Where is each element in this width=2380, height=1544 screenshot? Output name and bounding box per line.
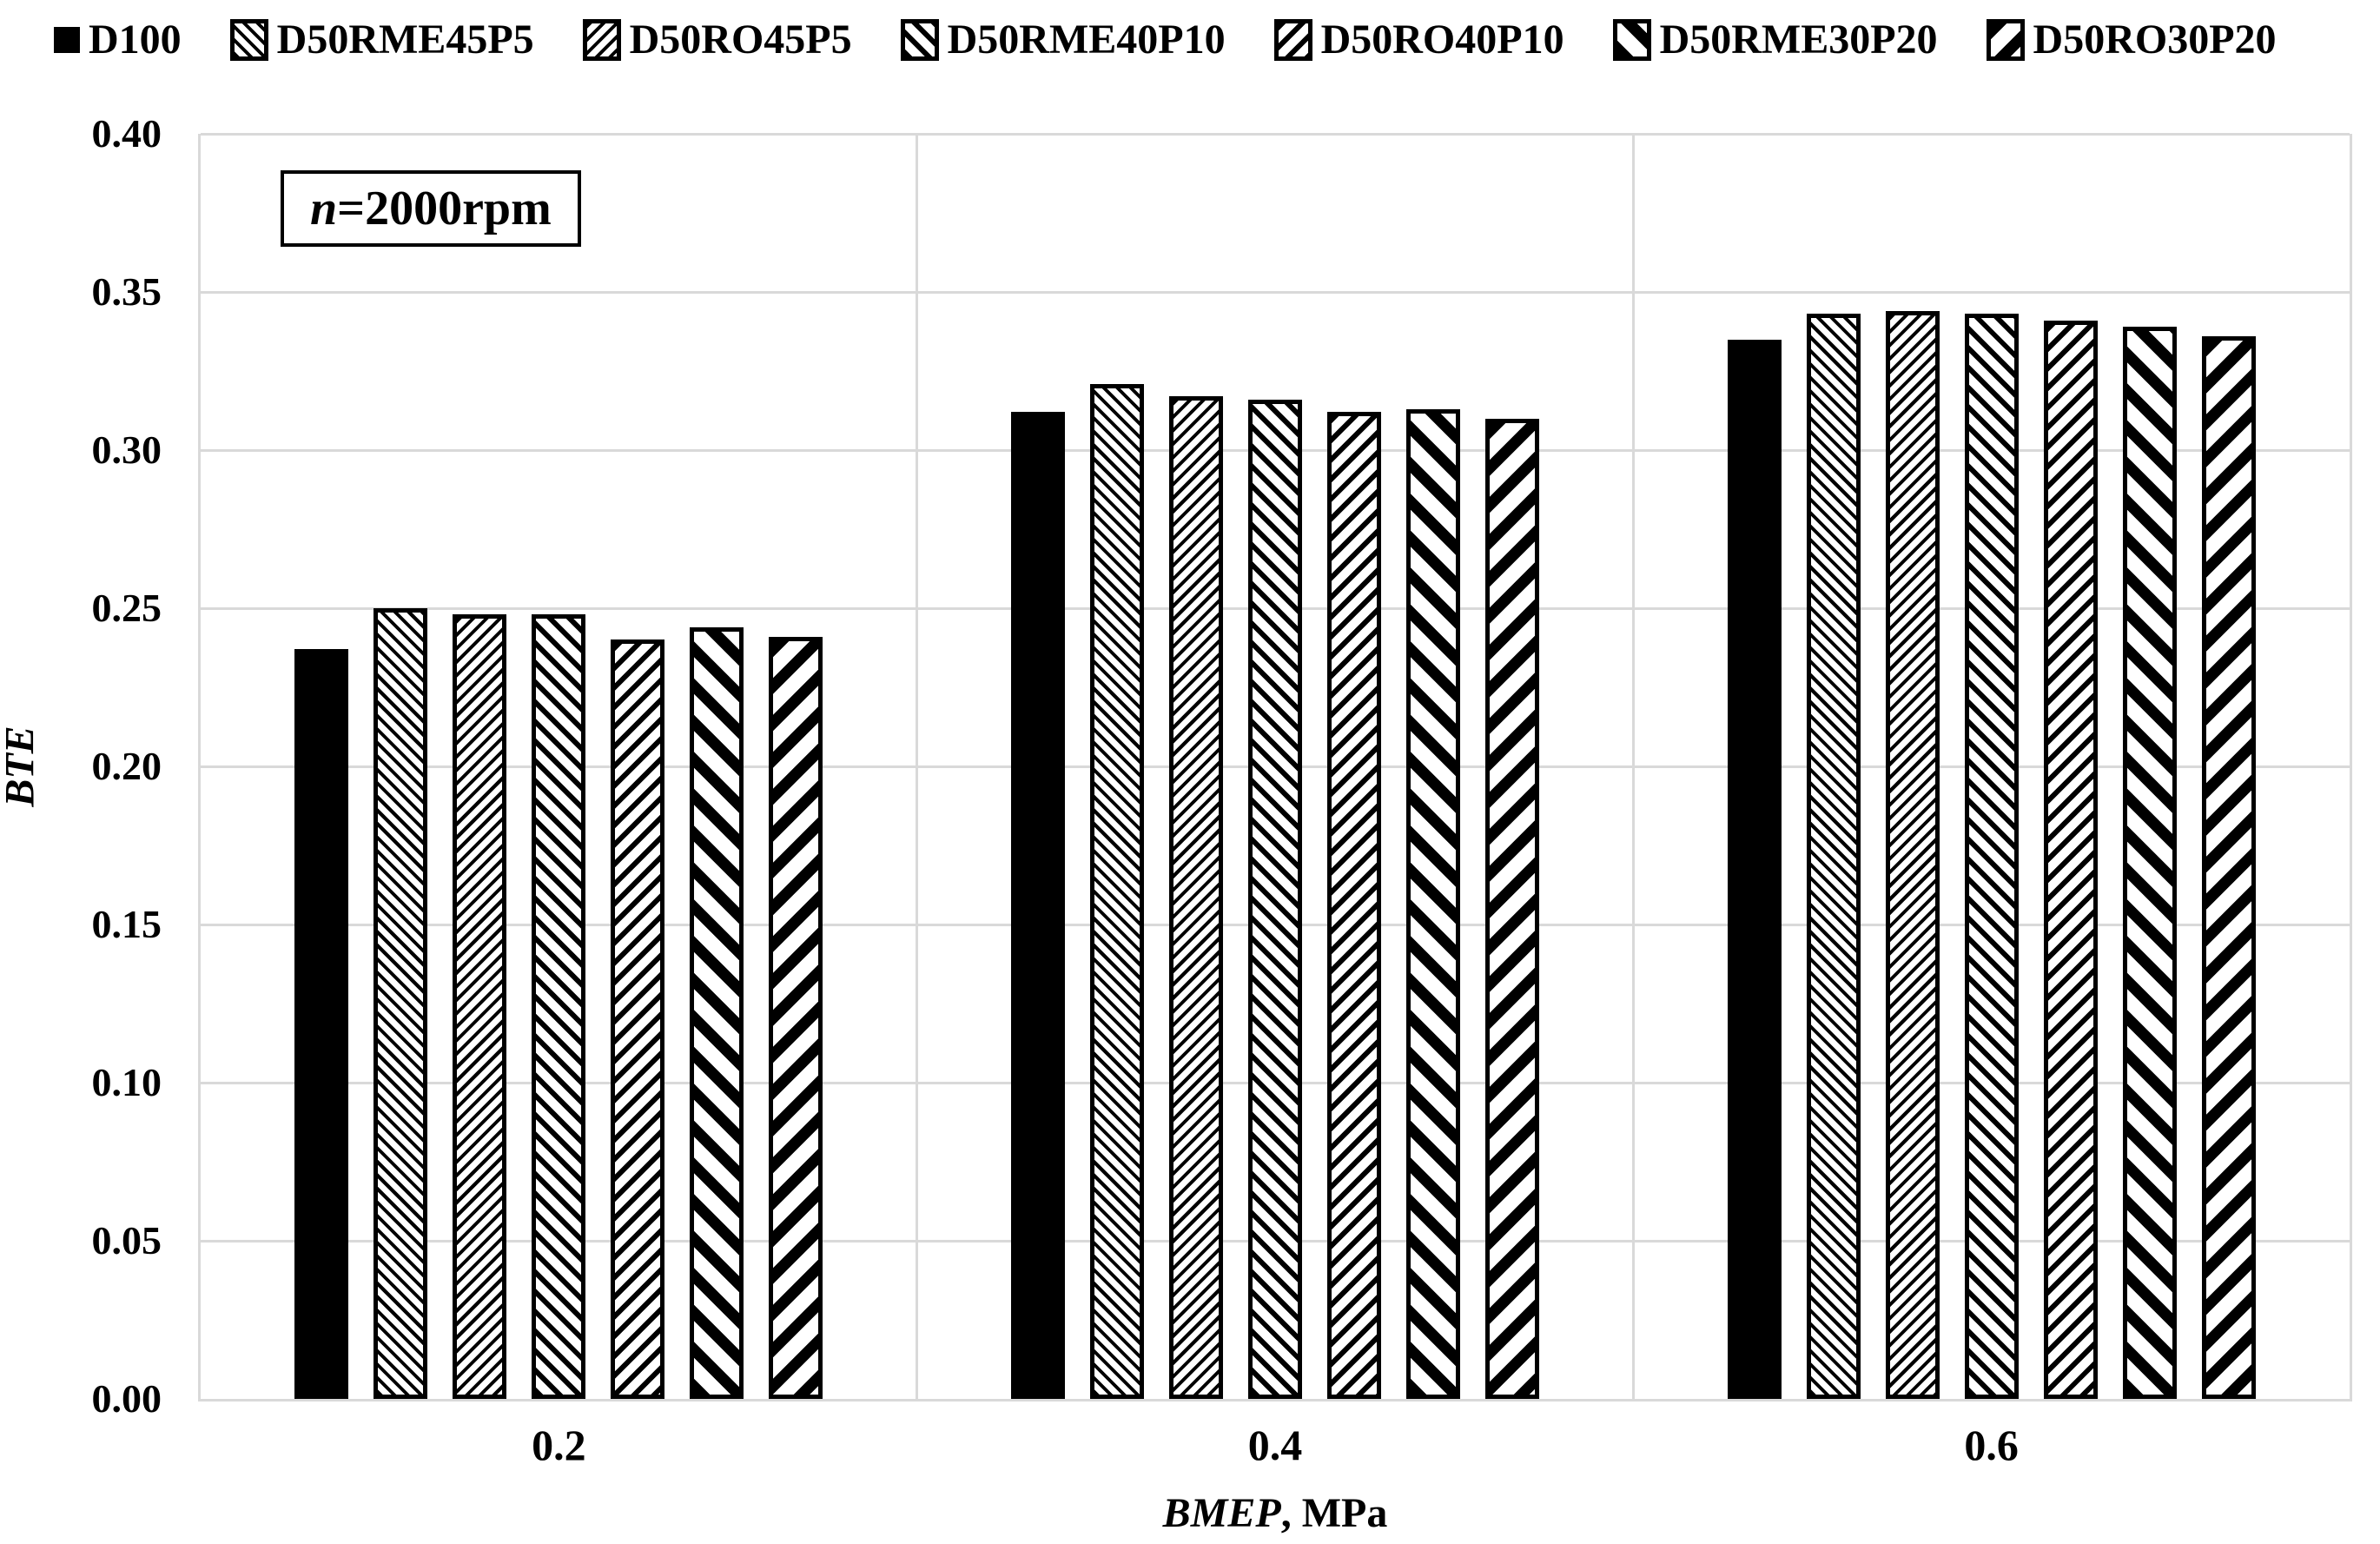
engine-speed-annotation: n=2000rpm <box>281 170 581 247</box>
bar-D100 <box>1727 339 1782 1399</box>
bar-D50RO30P20 <box>1484 418 1539 1399</box>
bar-D50RME30P20 <box>2122 327 2177 1399</box>
x-axis-title-symbol: BMEP <box>1162 1490 1281 1536</box>
bar-D50RME45P5 <box>1806 314 1861 1399</box>
legend-label: D50RO40P10 <box>1320 17 1564 63</box>
annotation-value: =2000rpm <box>337 182 552 235</box>
legend-item: D100 <box>54 16 182 63</box>
bar-D50RO45P5 <box>1885 310 1940 1399</box>
legend-label: D50RO45P5 <box>629 17 852 63</box>
legend-swatch-back-fine <box>229 18 268 61</box>
legend-swatch-back-bold <box>1612 18 1651 61</box>
legend-label: D50RME30P20 <box>1659 17 1938 63</box>
category-separator <box>1631 134 1635 1399</box>
bar-D50RO45P5 <box>453 614 507 1399</box>
legend-swatch-back-med <box>900 18 939 61</box>
bar-D50RO30P20 <box>2201 335 2256 1399</box>
x-axis-title-unit: , MPa <box>1280 1490 1388 1536</box>
x-axis-title: BMEP, MPa <box>201 1489 2350 1537</box>
legend-item: D50RME40P10 <box>900 16 1226 63</box>
y-tick-label: 0.10 <box>91 1060 162 1104</box>
legend-label: D50RO30P20 <box>2033 17 2277 63</box>
bar-D50RME40P10 <box>532 614 586 1399</box>
y-tick-label: 0.15 <box>91 902 162 946</box>
legend-item: D50RME45P5 <box>229 16 534 63</box>
y-tick-label: 0.00 <box>91 1376 162 1421</box>
category-separator <box>916 134 919 1399</box>
y-tick-label: 0.05 <box>91 1218 162 1262</box>
legend-label: D50RME40P10 <box>947 17 1226 63</box>
y-tick-label: 0.35 <box>91 269 162 314</box>
legend-label: D50RME45P5 <box>276 17 534 63</box>
y-tick-label: 0.40 <box>91 111 162 156</box>
legend-swatch-fwd-med <box>1273 18 1312 61</box>
bar-group <box>1633 134 2350 1399</box>
y-tick-label: 0.20 <box>91 744 162 788</box>
legend-swatch-fwd-fine <box>582 18 621 61</box>
plot-area: BTE n=2000rpm BMEP, MPa 0.00 0.05 0.10 0.15… <box>0 114 2352 1536</box>
bar-D50RO40P10 <box>1326 412 1381 1399</box>
bar-D50RME30P20 <box>1405 408 1460 1399</box>
annotation-symbol: n <box>310 182 338 235</box>
bar-D50RO40P10 <box>611 639 665 1399</box>
x-tick-label: 0.6 <box>1964 1421 2019 1469</box>
legend-item: D50RME30P20 <box>1612 16 1938 63</box>
legend-item: D50RO40P10 <box>1273 16 1564 63</box>
bar-D100 <box>294 649 349 1399</box>
legend-swatch-fwd-bold <box>1986 18 2025 61</box>
legend-item: D50RO30P20 <box>1986 16 2277 63</box>
bar-D50RME40P10 <box>1247 399 1302 1399</box>
bar-D100 <box>1010 412 1065 1399</box>
bar-D50RME40P10 <box>1964 314 2019 1399</box>
x-tick-label: 0.2 <box>532 1421 586 1469</box>
bar-D50RME30P20 <box>690 626 744 1399</box>
x-tick-label: 0.4 <box>1247 1421 1303 1469</box>
legend-label: D100 <box>89 17 182 63</box>
bar-group <box>917 134 1634 1399</box>
legend-item: D50RO45P5 <box>582 16 852 63</box>
y-tick-label: 0.30 <box>91 427 162 472</box>
bar-D50RME45P5 <box>1089 383 1144 1399</box>
legend: D100 D50RME45P5 D50RO45P5 D50RME40P10 D50RO4… <box>54 16 2277 63</box>
bar-D50RO40P10 <box>2043 320 2098 1399</box>
bar-D50RO45P5 <box>1168 396 1223 1399</box>
bar-D50RO30P20 <box>769 636 823 1399</box>
gridline <box>201 290 2350 294</box>
bar-group <box>201 134 917 1399</box>
y-tick-label: 0.25 <box>91 586 162 630</box>
bar-D50RME45P5 <box>374 608 428 1399</box>
legend-swatch-solid <box>54 26 80 53</box>
gridline <box>201 132 2350 136</box>
